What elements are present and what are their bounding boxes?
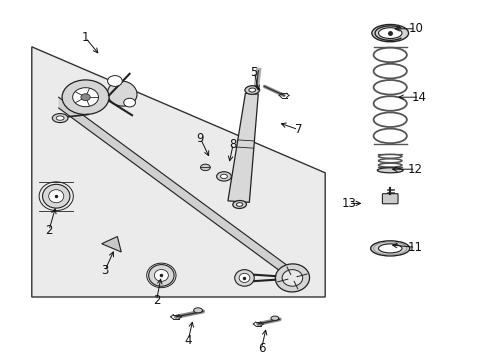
Ellipse shape bbox=[370, 241, 409, 256]
Ellipse shape bbox=[270, 316, 278, 320]
Circle shape bbox=[62, 80, 109, 114]
Ellipse shape bbox=[236, 203, 242, 206]
Text: 7: 7 bbox=[294, 123, 302, 136]
Ellipse shape bbox=[239, 273, 249, 283]
FancyBboxPatch shape bbox=[382, 194, 397, 204]
Polygon shape bbox=[32, 47, 325, 297]
Text: 5: 5 bbox=[250, 66, 258, 78]
Text: 2: 2 bbox=[45, 224, 53, 237]
Ellipse shape bbox=[378, 28, 401, 39]
Circle shape bbox=[123, 98, 135, 107]
Ellipse shape bbox=[49, 190, 63, 203]
Ellipse shape bbox=[200, 164, 210, 171]
Text: 12: 12 bbox=[407, 163, 422, 176]
Ellipse shape bbox=[56, 116, 64, 120]
Text: 3: 3 bbox=[101, 264, 109, 276]
Text: 13: 13 bbox=[341, 197, 355, 210]
Ellipse shape bbox=[378, 244, 401, 253]
Text: 4: 4 bbox=[184, 334, 192, 347]
Ellipse shape bbox=[275, 264, 309, 292]
Ellipse shape bbox=[282, 270, 302, 286]
Ellipse shape bbox=[232, 201, 246, 208]
Text: 10: 10 bbox=[407, 22, 422, 35]
Ellipse shape bbox=[220, 174, 227, 179]
Ellipse shape bbox=[52, 114, 68, 122]
Text: 14: 14 bbox=[411, 91, 426, 104]
Ellipse shape bbox=[148, 265, 174, 286]
Ellipse shape bbox=[154, 269, 168, 282]
Text: 8: 8 bbox=[229, 138, 237, 150]
Ellipse shape bbox=[244, 86, 259, 94]
Ellipse shape bbox=[371, 24, 408, 42]
Ellipse shape bbox=[234, 270, 254, 286]
Circle shape bbox=[73, 88, 98, 107]
Text: 6: 6 bbox=[257, 342, 265, 355]
Ellipse shape bbox=[216, 172, 231, 181]
Polygon shape bbox=[102, 237, 121, 252]
Ellipse shape bbox=[377, 168, 402, 173]
Circle shape bbox=[81, 94, 90, 101]
Polygon shape bbox=[227, 93, 258, 202]
Text: 11: 11 bbox=[407, 241, 422, 254]
Ellipse shape bbox=[42, 184, 70, 208]
Circle shape bbox=[107, 76, 122, 86]
Text: 2: 2 bbox=[152, 294, 160, 307]
Ellipse shape bbox=[248, 88, 255, 92]
Text: 1: 1 bbox=[81, 31, 89, 44]
Ellipse shape bbox=[193, 308, 202, 313]
Text: 9: 9 bbox=[196, 132, 204, 145]
Ellipse shape bbox=[107, 81, 137, 106]
